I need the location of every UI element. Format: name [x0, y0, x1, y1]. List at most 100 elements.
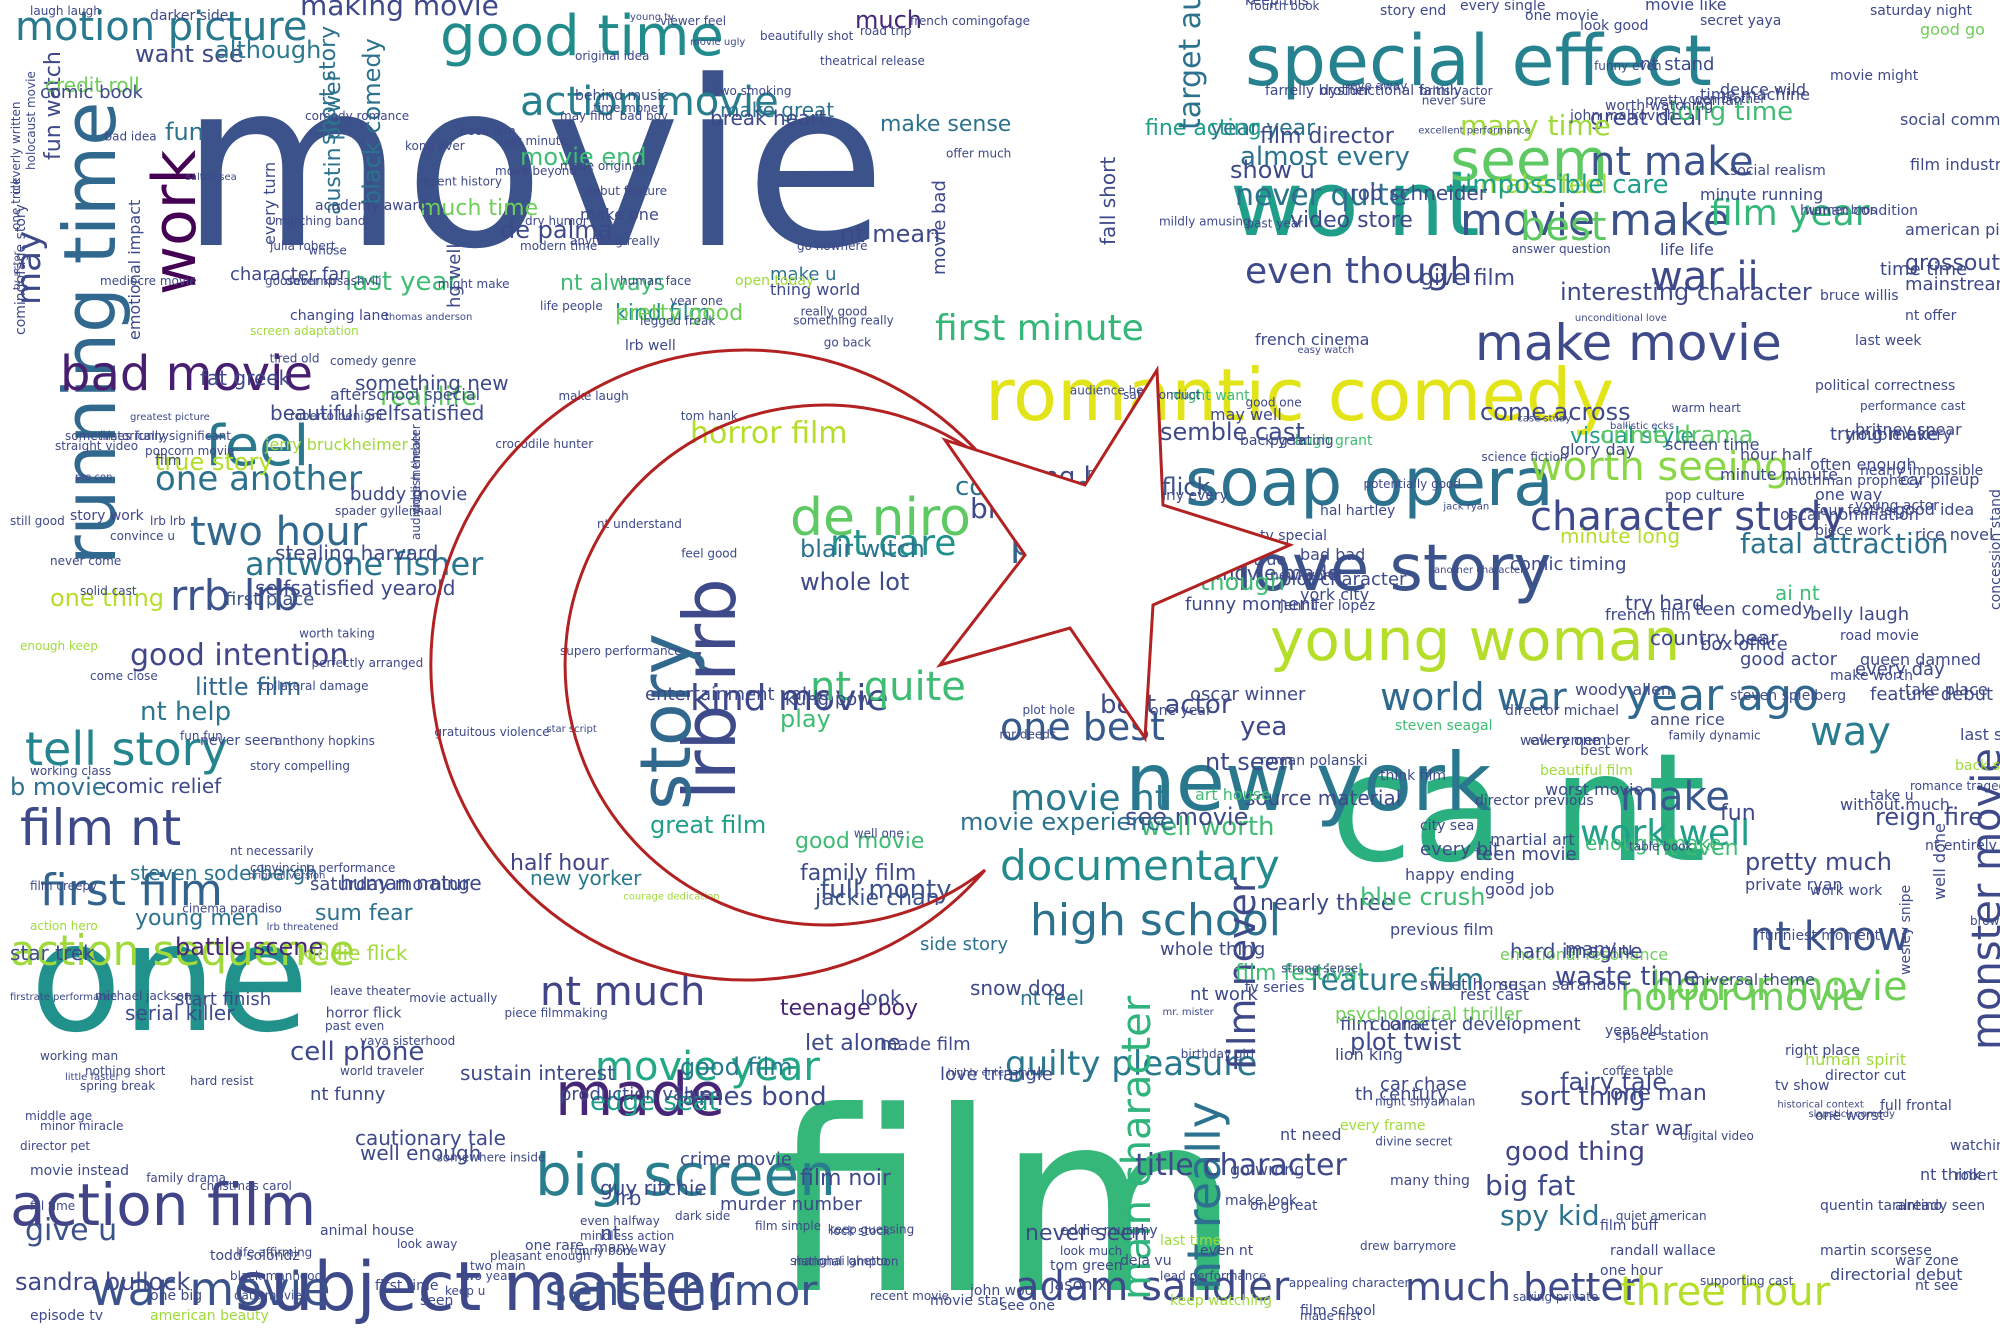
word-full-monty: full monty	[820, 875, 952, 905]
word-first-time: first time	[375, 1278, 438, 1294]
word-martial-art: martial art	[1490, 830, 1575, 849]
word-good-film: good film	[680, 1053, 793, 1081]
word-roman-polanski: roman polanski	[1260, 753, 1368, 769]
word-piece-filmmaking: piece filmmaking	[504, 1006, 607, 1020]
word-american-pie: american pie	[1905, 220, 2000, 239]
word-anne-rice: anne rice	[1650, 710, 1725, 729]
word-night-shyamalan: night shyamalan	[1375, 1095, 1475, 1109]
word-although: although	[215, 36, 321, 64]
word-national-lampoon: national lampoon	[794, 1254, 899, 1268]
word-date-movie: date movie	[234, 1288, 302, 1302]
word-making-movie: making movie	[300, 0, 499, 22]
word-kiddie-flick: kiddie flick	[300, 941, 408, 965]
word-bruce-willis: bruce willis	[1820, 288, 1899, 304]
word-spy-kid: spy kid	[1500, 1199, 1600, 1232]
word-jason-x: jason x	[1049, 1275, 1107, 1294]
word-another-one: another one	[1061, 562, 1146, 578]
word-sometimes-funny: sometimes funny	[65, 429, 169, 443]
word-performance-cast: performance cast	[1860, 399, 1966, 413]
word-whose: whose	[308, 244, 346, 258]
word-play: play	[780, 705, 831, 733]
word-yaya-sisterhood: yaya sisterhood	[360, 1034, 455, 1048]
word-funny-even: funny even	[1594, 59, 1661, 73]
word-york-city: york city	[1300, 585, 1369, 604]
word-comic-timing: comic timing	[1510, 554, 1627, 575]
word-steven-spielberg: steven spielberg	[1730, 688, 1846, 704]
word-minor-miracle: minor miracle	[40, 1119, 123, 1133]
word-film-creepy: film creepy	[30, 879, 97, 893]
word-woody-allen: woody allen	[1575, 680, 1671, 699]
word-romance-tragedy: romance tragedy	[1910, 779, 2000, 793]
word-jack-ryan: jack ryan	[1442, 502, 1489, 513]
word-bad-boy: bad boy	[620, 109, 668, 123]
word-might-make: might make	[438, 277, 510, 291]
word-academy-award: academy award	[315, 198, 427, 214]
word-legged-freak: legged freak	[640, 314, 715, 328]
word-case-study: case study	[1517, 414, 1571, 425]
word-lrb-threatened: lrb threatened	[267, 922, 339, 933]
word-really-good: really good	[800, 305, 867, 319]
word-comic-relief: comic relief	[105, 774, 222, 798]
word-supero-performance: supero performance	[560, 644, 682, 658]
word-universal-theme: universal theme	[1685, 970, 1815, 989]
word-movie-might: movie might	[1830, 68, 1919, 84]
word-come-close: come close	[90, 669, 158, 683]
word-sense-humor: sense humor	[545, 1266, 818, 1315]
word-feel-good: feel good	[681, 546, 737, 560]
word-one-great: one great	[1250, 1198, 1318, 1214]
word-mr-deeds: mr deeds	[999, 727, 1056, 741]
word-fall-short: fall short	[1096, 157, 1120, 245]
word-audience-head: audience head	[1070, 384, 1159, 398]
word-nt-help: nt help	[140, 697, 231, 727]
word-pretty-much: pretty much	[1745, 848, 1892, 876]
word-director-cut: director cut	[1825, 1068, 1906, 1084]
word-look-much: look much	[1060, 1244, 1122, 1258]
word-worst-movie: worst movie	[1545, 780, 1643, 799]
word-two-year: two year	[460, 1269, 513, 1283]
word-go-back: go back	[824, 335, 871, 349]
word-directorial-debut: directorial debut	[1830, 1265, 1962, 1284]
word-best-work: best work	[1580, 743, 1650, 759]
word-snow-dog: snow dog	[970, 976, 1066, 1000]
word-good-idea: good idea	[1895, 500, 1974, 519]
word-sustain-interest: sustain interest	[460, 1061, 615, 1085]
word-firstrate-performance: firstrate performance	[10, 992, 117, 1003]
word-take-place: take place	[1905, 680, 1988, 699]
word-happy-ending: happy ending	[1405, 865, 1515, 884]
word-susan-sarandon: susan sarandon	[1500, 975, 1627, 994]
word-story-compelling: story compelling	[250, 759, 350, 773]
word-look-away: look away	[397, 1237, 457, 1251]
word-road-movie: road movie	[1840, 628, 1919, 644]
word-leave-theater: leave theater	[330, 984, 411, 998]
word-every-frame: every frame	[1340, 1118, 1426, 1134]
word-human-face: human face	[620, 274, 691, 288]
word-original-version: original version	[248, 871, 325, 882]
word-one-man: one man	[1610, 1081, 1707, 1106]
word-perfectly-arranged: perfectly arranged	[312, 656, 424, 670]
word-spring-break: spring break	[80, 1079, 155, 1093]
word-production-value: production value	[560, 1084, 712, 1105]
word-oscar-winner: oscar winner	[1190, 684, 1306, 705]
word-queen-damned: queen damned	[1860, 650, 1981, 669]
word-film: film	[155, 453, 181, 469]
word-working-man: working man	[40, 1049, 118, 1063]
word-stealing-harvard: stealing harvard	[275, 541, 438, 565]
word-still-good: still good	[10, 514, 65, 528]
word-last-time: last time	[1160, 1233, 1221, 1249]
word-french-film: french film	[1605, 605, 1691, 624]
word-digital-video: digital video	[1680, 1129, 1754, 1143]
word-saturday-night: saturday night	[1870, 3, 1972, 19]
word-right-place: right place	[1785, 1043, 1860, 1059]
word-side-story: side story	[920, 934, 1008, 955]
word-fun-watch: fun watch	[41, 51, 66, 160]
word-supporting-cast: supporting cast	[1700, 1274, 1794, 1288]
word-concession-stand: concession stand	[1988, 489, 2000, 610]
word-screen-time: screen time	[1665, 435, 1759, 454]
word-crocodile-hunter: crocodile hunter	[495, 437, 593, 451]
word-gratuitous-violence: gratuitous violence	[434, 725, 549, 739]
word-brown-sugar: brown sugar	[1970, 914, 2000, 928]
word-many-way: many way	[594, 1240, 666, 1256]
word-dry-humor: dry humor	[525, 214, 588, 228]
word-running-time: running time	[48, 102, 132, 565]
word-lrb-lrb: lrb lrb	[150, 514, 186, 528]
